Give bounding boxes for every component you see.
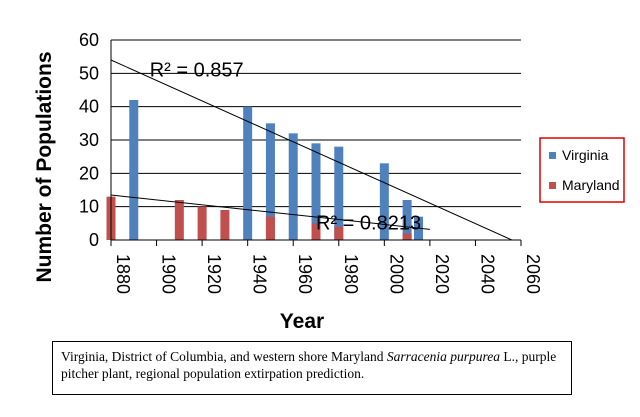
trendlines: R² = 0.857 R² = 0.8213 [110,59,513,241]
virginia-bar-1940 [243,106,253,241]
maryland-bar-1980 [334,226,344,240]
x-tick-label-1980: 1980 [341,254,361,294]
y-axis-title: Number of Populations [33,52,56,283]
gridlines [111,39,521,208]
virginia-bar-2000 [379,163,389,240]
legend-swatch-virginia [549,152,556,159]
maryland-bar-1970 [311,223,321,240]
x-tick-label-1940: 1940 [250,254,270,294]
figure-caption: Virginia, District of Columbia, and west… [52,341,572,395]
y-tick-label-40: 40 [79,97,99,117]
virginia-r-squared-label: R² = 0.857 [150,60,244,82]
x-tick-label-2020: 2020 [432,254,452,294]
x-tick-label-2060: 2060 [523,254,543,294]
virginia-bar-2010 [402,200,412,240]
virginia-bar-1890 [129,100,139,240]
virginia-bar-1950 [265,123,275,240]
x-tick-label-2000: 2000 [386,254,406,294]
virginia-bar-1980 [334,146,344,240]
y-tick-labels: 0 10 20 30 40 50 60 [79,30,99,250]
virginia-bar-1970 [311,143,321,240]
caption-species-name: Sarracenia purpurea [386,349,500,364]
maryland-bar-2010 [402,233,412,240]
y-tick-label-10: 10 [79,197,99,217]
legend-label-maryland: Maryland [562,177,620,193]
chart: R² = 0.857 R² = 0.8213 0 10 20 30 40 50 60 1880… [33,30,625,333]
y-tick-label-50: 50 [79,63,99,83]
legend-label-virginia: Virginia [562,147,609,163]
virginia-bar-1960 [288,133,298,240]
x-tick-label-1900: 1900 [159,254,179,294]
maryland-trendline [110,194,430,230]
maryland-bar-1950 [265,216,275,240]
caption-text-end: L., purple pitcher plant, regional popul… [61,349,557,381]
x-tick-label-2040: 2040 [477,254,497,294]
x-axis-title: Year [280,310,324,333]
maryland-bar-1910 [174,200,184,240]
virginia-trendline [110,59,513,241]
x-tick-label-1920: 1920 [204,254,224,294]
y-tick-label-30: 30 [79,130,99,150]
y-tick-label-0: 0 [89,230,99,250]
legend-box [539,137,625,203]
legend: Virginia Maryland [539,137,625,203]
x-tick-label-1880: 1880 [113,254,133,294]
maryland-bar-1930 [220,210,230,240]
y-tick-label-60: 60 [79,30,99,50]
bars [106,100,423,241]
x-tick-label-1960: 1960 [295,254,315,294]
legend-swatch-maryland [549,182,556,189]
maryland-r-squared-label: R² = 0.8213 [316,212,421,234]
axes [110,40,522,246]
y-tick-label-20: 20 [79,163,99,183]
caption-text-start: Virginia, District of Columbia, and west… [61,349,387,364]
x-tick-labels: 1880 1900 1920 1940 1960 1980 2000 2020 2040 2060 [113,254,543,294]
maryland-bar-1920 [197,206,207,240]
